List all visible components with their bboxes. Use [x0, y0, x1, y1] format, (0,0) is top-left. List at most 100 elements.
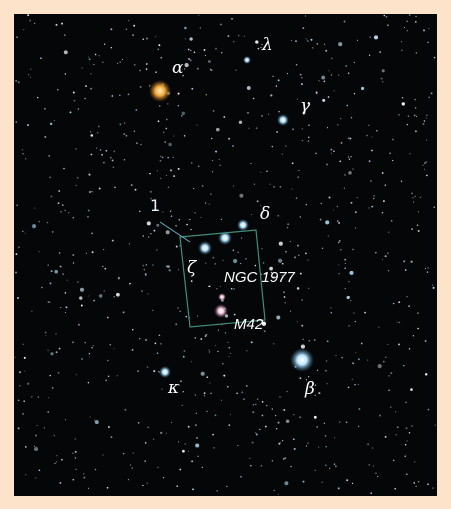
star: [167, 156, 169, 159]
star: [33, 22, 36, 25]
label: β: [304, 379, 315, 399]
star: [122, 311, 125, 314]
star: [330, 307, 332, 309]
star: [356, 39, 358, 41]
star: [84, 341, 86, 344]
star: [307, 102, 309, 105]
star: [338, 74, 340, 76]
star: [308, 376, 310, 378]
field-box: [179, 229, 266, 328]
star: [427, 41, 429, 44]
star: [338, 42, 343, 47]
star: [323, 422, 326, 424]
star: [62, 204, 64, 206]
star: [110, 28, 113, 31]
star: [184, 63, 189, 68]
star: [294, 256, 296, 259]
star: [149, 172, 151, 175]
star: [348, 325, 350, 327]
star: [167, 265, 170, 268]
star: [297, 176, 300, 178]
star: [93, 299, 95, 302]
star: [314, 394, 316, 396]
star: [111, 159, 114, 162]
star: [204, 54, 207, 57]
star: [331, 57, 333, 59]
star: [415, 485, 417, 488]
star: [296, 287, 300, 290]
star: [273, 186, 275, 188]
star: [49, 282, 52, 285]
star: [173, 175, 176, 178]
star: [375, 129, 378, 132]
star: [214, 263, 216, 265]
star: [232, 145, 234, 147]
star: [24, 232, 26, 234]
star: [307, 259, 309, 261]
star: [159, 177, 162, 180]
star: [189, 218, 191, 221]
star: [55, 333, 57, 335]
star: [276, 315, 281, 320]
star: [424, 162, 426, 164]
star: [77, 323, 80, 326]
star: [181, 111, 186, 116]
star: [19, 371, 21, 374]
star: [406, 20, 408, 22]
star: [219, 164, 221, 166]
star: [277, 79, 280, 82]
star: [354, 383, 356, 386]
star: [142, 484, 144, 487]
star: [49, 374, 51, 377]
star: [129, 464, 132, 466]
star: [217, 329, 220, 331]
star: [239, 193, 244, 198]
star: [109, 343, 112, 346]
star: [69, 111, 72, 114]
star: [307, 442, 309, 444]
star: [208, 285, 211, 288]
star: [422, 123, 425, 126]
star: [277, 258, 283, 263]
star: [282, 440, 284, 442]
star: [384, 255, 387, 258]
star: [133, 24, 136, 27]
star: [326, 383, 328, 385]
star: [189, 59, 192, 62]
star: [278, 241, 283, 246]
star: [177, 268, 180, 271]
star: [401, 102, 405, 106]
star: [50, 195, 53, 198]
star: [307, 140, 310, 142]
star: [98, 294, 103, 298]
star: [75, 374, 77, 376]
star: [411, 228, 414, 231]
star: [47, 411, 50, 413]
star: [72, 216, 75, 219]
star: [191, 87, 194, 90]
star: [275, 85, 278, 87]
star: [408, 431, 411, 434]
star: [97, 125, 100, 128]
star: [295, 63, 298, 66]
star: [254, 403, 257, 406]
star: [389, 152, 391, 154]
star: [251, 441, 254, 444]
star: [165, 265, 168, 268]
star: [254, 264, 257, 267]
star: [414, 195, 416, 198]
star: [129, 282, 131, 285]
star: [168, 269, 171, 272]
star: [297, 244, 299, 247]
star: [90, 87, 92, 90]
star: [246, 350, 248, 352]
star: [173, 135, 175, 137]
star: [34, 445, 36, 447]
star: [274, 414, 277, 417]
star: [50, 352, 54, 356]
star: [152, 438, 155, 440]
star: [38, 251, 40, 253]
star: [203, 395, 206, 397]
star: [72, 452, 74, 455]
star: [249, 280, 251, 283]
